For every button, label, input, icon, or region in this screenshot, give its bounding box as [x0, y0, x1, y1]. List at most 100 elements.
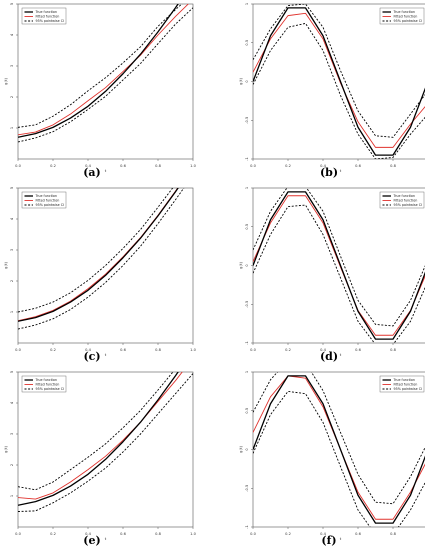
x-tick-label-d: 0.4 — [320, 348, 326, 352]
x-tick-label-a: 0.2 — [50, 164, 56, 168]
y-tick-label-d: -0.5 — [245, 301, 249, 308]
y-tick-label-f: 1 — [245, 371, 249, 373]
x-tick-label-b: 0.8 — [390, 164, 396, 168]
plot-frame-a — [17, 3, 194, 160]
legend-label-f: 95% pointwise CI — [394, 387, 422, 391]
x-tick-label-c: 0.0 — [15, 348, 21, 352]
y-tick-label-a: 1 — [10, 127, 14, 129]
legend-label-c: 95% pointwise CI — [36, 203, 64, 207]
y-tick-label-d: 0.5 — [245, 224, 249, 230]
ci-lower-line-f — [253, 390, 425, 527]
x-tick-label-c: 0.8 — [155, 348, 161, 352]
x-axis-label-f: t — [340, 536, 342, 541]
x-tick-label-f: 0.8 — [390, 532, 396, 536]
x-tick-label-c: 0.2 — [50, 348, 56, 352]
plot-frame-d — [252, 187, 425, 344]
y-tick-label-f: 0.5 — [245, 408, 249, 414]
x-tick-label-a: 0.6 — [120, 164, 126, 168]
y-tick-label-c: 2 — [10, 280, 14, 282]
y-tick-label-f: 0 — [245, 448, 249, 451]
y-tick-label-d: 0 — [245, 264, 249, 267]
y-tick-label-b: -0.5 — [245, 117, 249, 124]
legend-label-b: 95% pointwise CI — [394, 19, 422, 23]
plot-frame-c — [17, 187, 194, 344]
x-axis-label-d: t — [340, 352, 342, 357]
caption-c: (c) — [83, 350, 101, 363]
caption-e: (e) — [83, 534, 101, 547]
x-tick-label-d: 0.8 — [390, 348, 396, 352]
caption-b: (b) — [319, 166, 339, 179]
y-tick-label-e: 1 — [10, 495, 14, 497]
y-axis-label-e: g(t) — [3, 446, 8, 453]
x-tick-label-b: 0.2 — [285, 164, 291, 168]
y-tick-label-a: 5 — [10, 3, 14, 5]
y-tick-label-e: 3 — [10, 433, 14, 435]
x-tick-label-a: 1.0 — [190, 164, 196, 168]
caption-d: (d) — [319, 350, 339, 363]
y-tick-label-c: 5 — [10, 187, 14, 189]
true-function-line-f — [253, 375, 425, 524]
y-tick-label-e: 5 — [10, 371, 14, 373]
ci-upper-line-c — [18, 188, 174, 313]
x-tick-label-f: 0.0 — [250, 532, 256, 536]
x-axis-label-e: t — [105, 536, 107, 541]
x-tick-label-d: 0.6 — [355, 348, 361, 352]
fitted-function-line-e — [18, 372, 183, 500]
legend-label-b: True function — [393, 10, 416, 14]
y-tick-label-e: 4 — [10, 401, 14, 404]
legend-label-e: 95% pointwise CI — [36, 387, 64, 391]
ci-lower-line-d — [253, 204, 425, 343]
plot-frame-e — [17, 371, 194, 528]
legend-label-f: True function — [393, 378, 416, 382]
x-axis-label-c: t — [105, 352, 107, 357]
x-tick-label-e: 0.0 — [15, 532, 21, 536]
fitted-function-line-c — [18, 188, 179, 322]
x-tick-label-a: 0.0 — [15, 164, 21, 168]
legend-label-e: Fitted function — [36, 383, 60, 387]
legend-label-a: True function — [35, 10, 58, 14]
x-tick-label-b: 0.6 — [355, 164, 361, 168]
x-tick-label-f: 0.6 — [355, 532, 361, 536]
legend-label-e: True function — [35, 378, 58, 382]
y-axis-label-d: g(t) — [238, 262, 243, 269]
x-tick-label-e: 1.0 — [190, 532, 196, 536]
true-function-line-c — [18, 188, 179, 322]
x-tick-label-f: 0.2 — [285, 532, 291, 536]
y-axis-label-b: g(t) — [238, 78, 243, 85]
legend-label-a: 95% pointwise CI — [36, 19, 64, 23]
chart-c: 0.0 0.2 0.4 0.6 0.8 1.0 1 2 3 4 5 t g(t) True functio… — [3, 187, 197, 357]
ci-upper-line-b — [253, 4, 425, 138]
y-axis-label-a: g(t) — [3, 78, 8, 85]
legend-label-c: True function — [35, 194, 58, 198]
x-tick-label-c: 0.6 — [120, 348, 126, 352]
legend-label-b: Fitted function — [394, 15, 418, 19]
ci-lower-line-e — [18, 373, 193, 512]
x-tick-label-c: 1.0 — [190, 348, 196, 352]
y-tick-label-a: 2 — [10, 96, 14, 98]
y-tick-label-b: 0 — [245, 80, 249, 83]
legend-label-c: Fitted function — [36, 199, 60, 203]
fitted-function-line-d — [253, 195, 425, 336]
x-tick-label-a: 0.4 — [85, 164, 91, 168]
y-tick-label-a: 4 — [10, 33, 14, 36]
caption-a: (a) — [83, 166, 101, 179]
ci-lower-line-b — [253, 22, 425, 159]
plot-frame-f — [252, 371, 425, 528]
ci-upper-line-d — [253, 188, 425, 327]
x-tick-label-c: 0.4 — [85, 348, 91, 352]
x-tick-label-e: 0.8 — [155, 532, 161, 536]
x-tick-label-a: 0.8 — [155, 164, 161, 168]
legend-label-f: Fitted function — [394, 383, 418, 387]
y-tick-label-b: 1 — [245, 3, 249, 5]
x-tick-label-e: 0.2 — [50, 532, 56, 536]
legend-label-d: 95% pointwise CI — [394, 203, 422, 207]
